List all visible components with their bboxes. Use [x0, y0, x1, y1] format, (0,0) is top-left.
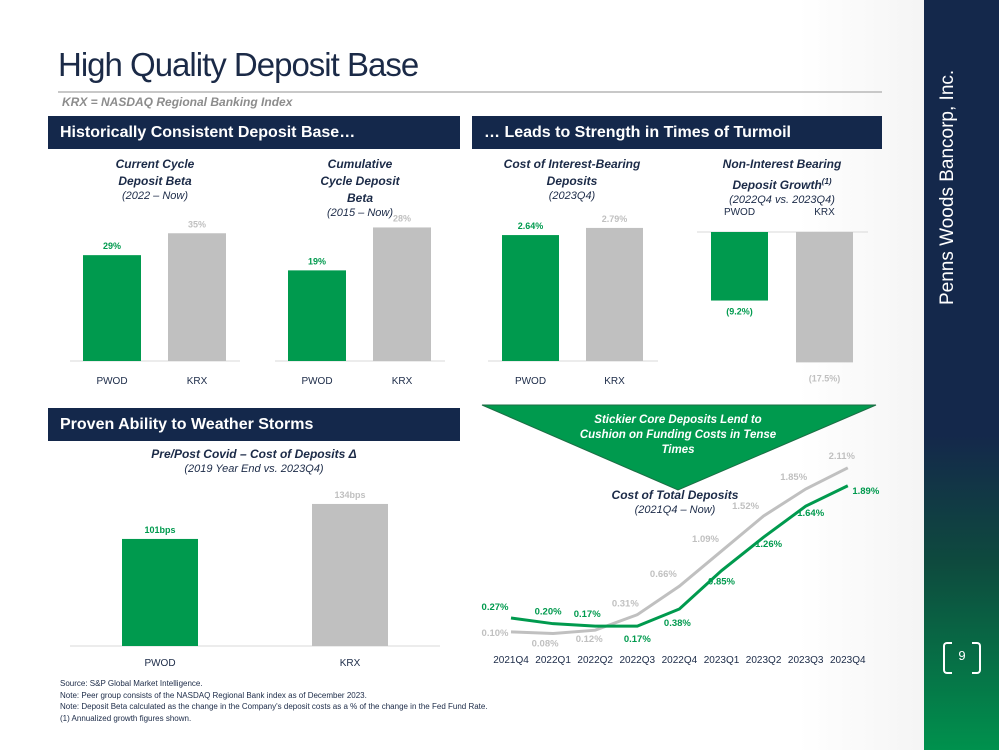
line-x-tick-label: 2023Q1: [704, 655, 740, 666]
line-krx-data-label: 0.31%: [612, 599, 639, 610]
chart-5-value-label: 101bps: [144, 525, 175, 535]
line-x-tick-label: 2023Q2: [746, 655, 782, 666]
line-krx-data-label: 0.66%: [650, 569, 677, 580]
chart-2-value-label: 19%: [308, 256, 326, 266]
callout-text: Stickier Core Deposits Lend to Cushion o…: [579, 414, 777, 456]
chart-5-title: Pre/Post Covid – Cost of Deposits Δ: [151, 447, 357, 461]
company-name: Penns Woods Bancorp, Inc.: [937, 69, 958, 305]
page-number: 9: [941, 640, 983, 674]
chart-5-heading: Pre/Post Covid – Cost of Deposits Δ (201…: [48, 446, 460, 475]
slide-subtitle: KRX = NASDAQ Regional Banking Index: [62, 95, 293, 109]
footnote-annualized: (1) Annualized growth figures shown.: [60, 713, 192, 723]
line-krx-data-label: 1.52%: [732, 501, 759, 512]
section-header-deposit-base: Historically Consistent Deposit Base…: [48, 116, 460, 149]
chart-4-value-label: (9.2%): [726, 307, 753, 317]
line-pwod-data-label: 0.85%: [708, 577, 735, 588]
chart-5-bar-pwod: [122, 538, 198, 646]
chart-2-bar-krx: [373, 227, 431, 361]
chart-1-value-label: 29%: [103, 241, 121, 251]
line-pwod-data-label: 0.17%: [624, 634, 651, 645]
chart-3-category-label: KRX: [604, 376, 625, 387]
line-pwod-data-label: 1.89%: [852, 486, 879, 497]
line-x-tick-label: 2022Q4: [662, 655, 698, 666]
chart-3-bar-pwod: [502, 235, 559, 361]
chart-3-value-label: 2.79%: [602, 214, 628, 224]
line-krx-data-label: 0.12%: [576, 634, 603, 645]
chart-1-subtitle: (2022 – Now): [121, 190, 189, 202]
line-krx-data-label: 0.08%: [532, 638, 559, 649]
footnote-source: Source: S&P Global Market Intelligence.: [60, 679, 203, 688]
chart-4-category-label: KRX: [814, 207, 835, 218]
chart-2-category-label: KRX: [392, 376, 413, 387]
chart-1-heading: Current Cycle Deposit Beta (2022 – Now): [70, 156, 240, 202]
chart-5-subtitle: (2019 Year End vs. 2023Q4): [184, 463, 324, 475]
chart-4-footnote-ref: (1): [821, 177, 832, 186]
chart-2-subtitle: (2015 – Now): [326, 207, 394, 219]
chart-4-title: Non-Interest Bearing Deposit Growth(1): [694, 156, 870, 194]
chart-1-value-label: 35%: [188, 219, 206, 229]
footnotes: Source: S&P Global Market Intelligence. …: [60, 678, 488, 724]
callout-triangle: [481, 404, 877, 491]
chart-2-category-label: PWOD: [301, 376, 332, 387]
line-x-tick-label: 2022Q2: [577, 655, 613, 666]
chart-1-bar-krx: [168, 233, 226, 361]
line-krx-data-label: 1.85%: [780, 472, 807, 483]
section-header-turmoil: … Leads to Strength in Times of Turmoil: [472, 116, 882, 149]
chart-1-category-label: PWOD: [96, 376, 127, 387]
chart-6-title: Cost of Total Deposits: [611, 488, 739, 502]
line-pwod-data-label: 1.26%: [755, 539, 782, 550]
chart-5-bar-krx: [312, 503, 388, 646]
line-krx-data-label: 0.10%: [482, 628, 509, 639]
chart-3-title: Cost of Interest-Bearing Deposits: [503, 157, 641, 188]
chart-4-heading: Non-Interest Bearing Deposit Growth(1) (…: [694, 156, 870, 206]
chart-6-subtitle: (2021Q4 – Now): [634, 504, 716, 516]
chart-4-value-label: (17.5%): [809, 373, 841, 383]
chart-3-bar-krx: [586, 227, 643, 361]
line-pwod-data-label: 0.20%: [535, 607, 562, 618]
chart-1-bar-pwod: [83, 255, 141, 361]
chart-2-title: Cumulative Cycle Deposit Beta: [320, 157, 400, 205]
line-x-tick-label: 2021Q4: [493, 655, 529, 666]
line-pwod-data-label: 0.17%: [574, 609, 601, 620]
chart-3-value-label: 2.64%: [518, 221, 544, 231]
line-series-krx: [510, 466, 849, 635]
line-x-tick-label: 2023Q4: [830, 655, 866, 666]
chart-2-heading: Cumulative Cycle Deposit Beta (2015 – No…: [275, 156, 445, 219]
line-series-pwod: [510, 484, 849, 628]
slide-title: High Quality Deposit Base: [58, 46, 419, 83]
line-krx-data-label: 2.11%: [829, 451, 856, 462]
chart-6-heading: Cost of Total Deposits (2021Q4 – Now): [590, 487, 760, 516]
footnote-deposit-beta: Note: Deposit Beta calculated as the cha…: [60, 702, 488, 711]
line-x-tick-label: 2022Q1: [535, 655, 571, 666]
chart-5-category-label: KRX: [340, 658, 361, 669]
chart-2-value-label: 28%: [393, 213, 411, 223]
chart-5-value-label: 134bps: [334, 490, 365, 500]
line-pwod-data-label: 1.64%: [797, 508, 824, 519]
section-header-storms: Proven Ability to Weather Storms: [48, 408, 460, 441]
line-x-tick-label: 2023Q3: [788, 655, 824, 666]
footnote-peer-group: Note: Peer group consists of the NASDAQ …: [60, 690, 367, 700]
chart-3-subtitle: (2023Q4): [548, 190, 596, 202]
chart-4-bar-krx: [796, 232, 853, 363]
chart-4-bar-pwod: [711, 232, 768, 301]
line-pwod-data-label: 0.38%: [664, 618, 691, 629]
chart-1-category-label: KRX: [187, 376, 208, 387]
line-krx-data-label: 1.09%: [692, 534, 719, 545]
brand-sidebar: [924, 0, 999, 750]
chart-1-title: Current Cycle Deposit Beta: [115, 157, 195, 188]
chart-5-category-label: PWOD: [144, 658, 175, 669]
chart-4-subtitle: (2022Q4 vs. 2023Q4): [729, 194, 835, 206]
chart-3-heading: Cost of Interest-Bearing Deposits (2023Q…: [487, 156, 657, 202]
line-x-tick-label: 2022Q3: [620, 655, 656, 666]
chart-3-category-label: PWOD: [515, 376, 546, 387]
title-divider: [58, 91, 882, 93]
chart-4-category-label: PWOD: [724, 207, 755, 218]
chart-4-title-text: Non-Interest Bearing Deposit Growth: [722, 157, 842, 192]
chart-2-bar-pwod: [288, 270, 346, 361]
line-pwod-data-label: 0.27%: [482, 602, 509, 613]
